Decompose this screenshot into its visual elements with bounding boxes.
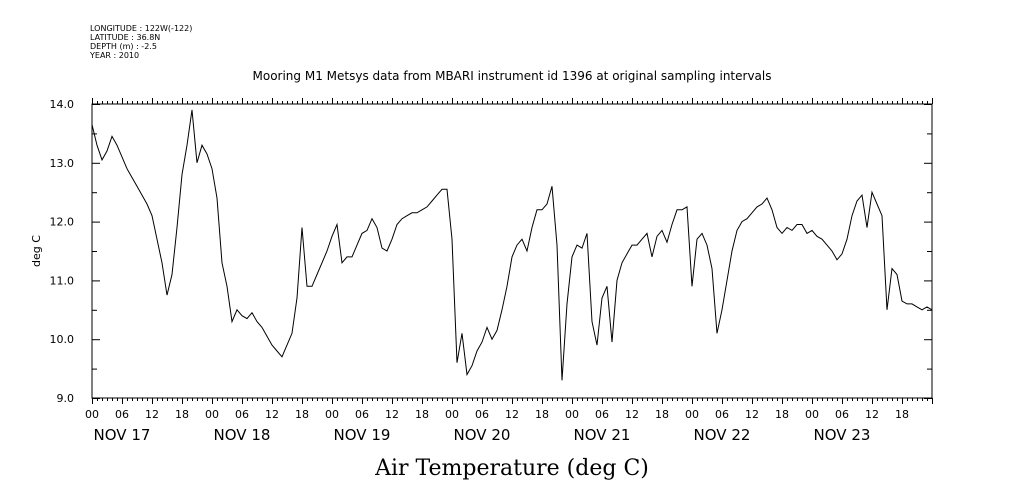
x-tick-label: 18: [535, 408, 549, 421]
x-tick-label: 12: [745, 408, 759, 421]
x-tick-label: 18: [655, 408, 669, 421]
day-labels: NOV 17 NOV 18 NOV 19 NOV 20 NOV 21 NOV 22 NOV …: [94, 426, 871, 444]
x-tick-label: 06: [475, 408, 489, 421]
y-tick-label: 11.0: [50, 274, 75, 287]
x-tick-label: 18: [895, 408, 909, 421]
x-tick-label: 06: [835, 408, 849, 421]
longitude-label: LONGITUDE : 122W(-122): [90, 24, 192, 33]
depth-label: DEPTH (m) : -2.5: [90, 42, 157, 51]
x-tick-label: 12: [505, 408, 519, 421]
day-label: NOV 21: [574, 426, 631, 444]
x-tick-label: 18: [295, 408, 309, 421]
x-tick-label: 12: [265, 408, 279, 421]
y-tick-label: 14.0: [50, 98, 75, 111]
x-tick-labels: 00 06 12 18 00 06 12 18 00 06 12 18 00 06 12 18 00 06 12 18…: [85, 408, 909, 421]
y-tick-label: 13.0: [50, 157, 75, 170]
day-label: NOV 22: [694, 426, 751, 444]
y-tick-label: 9.0: [57, 392, 75, 405]
x-tick-label: 12: [865, 408, 879, 421]
x-tick-label: 06: [715, 408, 729, 421]
x-tick-label: 18: [775, 408, 789, 421]
x-tick-label: 00: [805, 408, 819, 421]
x-tick-label: 06: [355, 408, 369, 421]
latitude-label: LATITUDE : 36.8N: [90, 33, 160, 42]
x-axis-label: Air Temperature (deg C): [374, 456, 649, 481]
x-tick-label: 06: [235, 408, 249, 421]
x-tick-label: 18: [175, 408, 189, 421]
day-label: NOV 18: [214, 426, 271, 444]
y-tick-labels: 9.0 10.0 11.0 12.0 13.0 14.0: [50, 98, 75, 405]
y-tick-label: 12.0: [50, 216, 75, 229]
x-tick-label: 06: [115, 408, 129, 421]
year-label: YEAR : 2010: [89, 51, 139, 60]
x-tick-label: 12: [385, 408, 399, 421]
x-tick-label: 00: [565, 408, 579, 421]
x-tick-label: 00: [685, 408, 699, 421]
axis-ticks: [92, 98, 933, 404]
x-tick-label: 18: [415, 408, 429, 421]
y-axis-label: deg C: [30, 235, 43, 267]
day-label: NOV 19: [334, 426, 391, 444]
air-temperature-line: [91, 109, 933, 381]
day-label: NOV 23: [814, 426, 871, 444]
y-tick-label: 10.0: [50, 333, 75, 346]
x-tick-label: 00: [445, 408, 459, 421]
day-label: NOV 17: [94, 426, 151, 444]
x-tick-label: 12: [145, 408, 159, 421]
plot-frame: [91, 103, 933, 399]
chart-title: Mooring M1 Metsys data from MBARI instru…: [253, 69, 772, 83]
x-tick-label: 06: [595, 408, 609, 421]
x-tick-label: 00: [205, 408, 219, 421]
x-tick-label: 12: [625, 408, 639, 421]
x-tick-label: 00: [85, 408, 99, 421]
day-label: NOV 20: [454, 426, 511, 444]
x-tick-label: 00: [325, 408, 339, 421]
